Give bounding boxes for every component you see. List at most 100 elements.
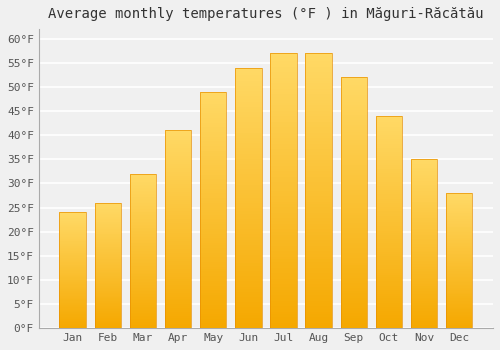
Bar [165,265,191,267]
Bar [60,290,86,291]
Bar [411,300,438,301]
Bar [446,231,472,232]
Bar [165,231,191,233]
Bar [270,216,296,218]
Bar [376,286,402,288]
Bar [130,321,156,322]
Bar [60,215,86,216]
Bar [130,314,156,316]
Bar [270,281,296,284]
Bar [340,265,367,268]
Bar [340,188,367,190]
Bar [306,172,332,174]
Bar [270,163,296,166]
Bar [60,251,86,252]
Bar [235,307,262,310]
Bar [270,287,296,290]
Bar [411,186,438,188]
Bar [306,139,332,141]
Bar [165,277,191,279]
Bar [60,275,86,276]
Bar [94,249,121,250]
Bar [446,238,472,239]
Bar [270,210,296,213]
Bar [60,231,86,232]
Bar [411,217,438,218]
Bar [270,235,296,237]
Bar [340,233,367,235]
Bar [340,248,367,250]
Bar [130,266,156,268]
Bar [446,307,472,308]
Bar [200,201,226,203]
Bar [340,318,367,321]
Bar [411,284,438,286]
Bar [130,223,156,225]
Bar [60,289,86,290]
Bar [130,305,156,307]
Bar [165,316,191,318]
Bar [270,139,296,141]
Bar [235,91,262,94]
Bar [270,100,296,103]
Bar [306,232,332,235]
Bar [306,326,332,328]
Bar [94,301,121,302]
Bar [446,198,472,200]
Bar [165,194,191,196]
Bar [446,273,472,274]
Bar [200,264,226,267]
Bar [270,268,296,271]
Bar [130,250,156,251]
Bar [446,266,472,267]
Bar [446,258,472,259]
Bar [376,243,402,245]
Bar [235,133,262,135]
Bar [376,158,402,161]
Bar [94,321,121,322]
Bar [235,190,262,193]
Bar [235,229,262,232]
Bar [270,81,296,83]
Bar [376,292,402,294]
Bar [165,307,191,308]
Bar [376,116,402,118]
Bar [200,236,226,238]
Bar [200,104,226,106]
Bar [340,228,367,230]
Bar [94,222,121,223]
Bar [235,107,262,109]
Bar [130,254,156,256]
Bar [94,247,121,248]
Bar [94,317,121,318]
Bar [411,191,438,193]
Bar [411,321,438,323]
Bar [200,293,226,295]
Bar [340,95,367,97]
Bar [130,231,156,232]
Bar [94,268,121,269]
Bar [411,288,438,289]
Bar [376,209,402,211]
Bar [340,213,367,215]
Bar [411,276,438,278]
Bar [200,312,226,314]
Bar [340,278,367,281]
Bar [376,307,402,309]
Bar [165,216,191,217]
Bar [376,265,402,267]
Bar [446,214,472,215]
Bar [446,250,472,251]
Bar [376,252,402,254]
Bar [165,241,191,243]
Bar [200,132,226,134]
Bar [130,180,156,182]
Bar [270,226,296,229]
Bar [411,251,438,252]
Bar [376,135,402,137]
Bar [270,254,296,257]
Bar [270,237,296,240]
Bar [130,294,156,296]
Bar [446,274,472,275]
Bar [411,159,438,328]
